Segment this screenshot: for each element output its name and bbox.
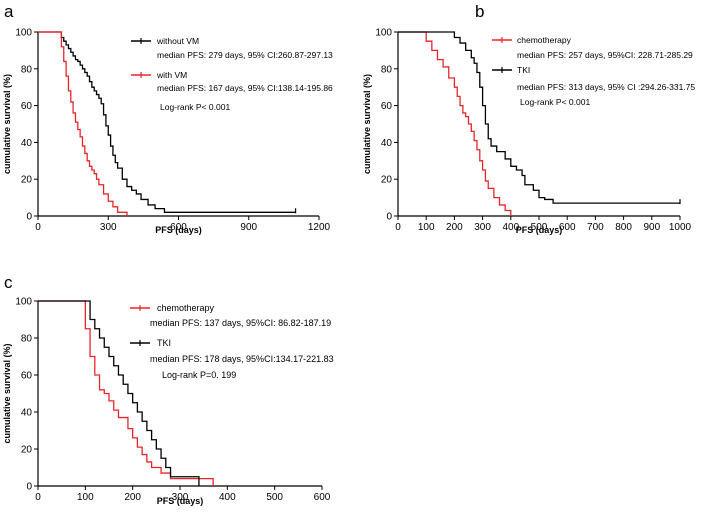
median-pfs-text: median PFS: 137 days, 95%CI: 86.82-187.1…: [150, 318, 331, 328]
x-tick-label: 0: [395, 222, 401, 233]
x-tick-label: 600: [314, 492, 331, 503]
x-tick-label: 600: [559, 222, 576, 233]
y-tick-label: 80: [21, 334, 33, 345]
median-pfs-text: median PFS: 167 days, 95% CI:138.14-195.…: [157, 83, 333, 93]
chart-panel-b: b 0 100 200 300 400 500 600 700 800 900 1000 0 20 40 60…: [362, 2, 695, 235]
x-tick-label: 500: [531, 222, 548, 233]
survival-curve-tki: [398, 31, 680, 204]
x-axis-label: PFS (days): [155, 225, 202, 235]
median-pfs-text: median PFS: 257 days, 95%CI: 228.71-285.…: [517, 50, 693, 60]
log-rank-annotation: Log-rank P< 0.001: [160, 102, 230, 112]
legend-label: chemotherapy: [157, 303, 215, 313]
survival-curve-without-vm: [38, 31, 296, 213]
x-tick-label: 100: [418, 222, 435, 233]
y-tick-label: 60: [21, 101, 33, 112]
y-tick-label: 0: [26, 482, 32, 493]
y-tick-label: 100: [375, 28, 392, 39]
y-tick-label: 20: [21, 175, 33, 186]
y-tick-label: 20: [381, 175, 393, 186]
y-tick-label: 60: [21, 371, 33, 382]
x-tick-label: 1000: [669, 222, 692, 233]
survival-curve-chemotherapy: [398, 31, 512, 216]
x-tick-label: 800: [615, 222, 632, 233]
x-tick-label: 300: [100, 222, 117, 233]
median-pfs-text: median PFS: 279 days, 95% CI:260.87-297.…: [157, 50, 333, 60]
x-tick-label: 300: [172, 492, 189, 503]
x-tick-label: 1200: [308, 222, 331, 233]
y-tick-label: 40: [21, 138, 33, 149]
chart-panel-a: a 0 300 600 900 1200 0 20 40 60 80 100 PFS (days) cum…: [2, 2, 333, 235]
x-tick-label: 900: [240, 222, 257, 233]
y-tick-label: 100: [15, 297, 32, 308]
median-pfs-text: median PFS: 178 days, 95%CI:134.17-221.8…: [150, 354, 334, 364]
y-tick-label: 60: [381, 101, 393, 112]
panel-label: a: [4, 2, 14, 21]
x-tick-label: 900: [643, 222, 660, 233]
legend-label: chemotherapy: [517, 35, 572, 45]
legend-label: with VM: [156, 70, 187, 80]
panel-label: c: [4, 273, 13, 292]
y-tick-label: 20: [21, 445, 33, 456]
survival-curve-chemotherapy: [38, 300, 214, 486]
x-tick-label: 500: [266, 492, 283, 503]
y-tick-label: 0: [26, 212, 32, 223]
y-axis-label: cumulative survival (%): [2, 343, 12, 443]
median-pfs-text: median PFS: 313 days, 95% CI :294.26-331…: [517, 82, 695, 92]
x-tick-label: 300: [474, 222, 491, 233]
survival-curve-tki: [38, 300, 200, 486]
y-tick-label: 100: [15, 28, 32, 39]
x-tick-label: 200: [124, 492, 141, 503]
y-tick-label: 80: [21, 64, 33, 75]
x-tick-label: 200: [446, 222, 463, 233]
x-tick-label: 100: [77, 492, 94, 503]
y-tick-label: 40: [21, 408, 33, 419]
chart-panel-c: c 0 100 200 300 400 500 600 0 20 40 60 80 100 PFS (day…: [2, 273, 334, 506]
panel-label: b: [475, 2, 484, 21]
x-tick-label: 400: [219, 492, 236, 503]
survival-curve-with-vm: [38, 31, 128, 216]
y-axis-label: cumulative survival (%): [2, 74, 12, 174]
x-axis-label: PFS (days): [157, 496, 204, 506]
x-tick-label: 400: [502, 222, 519, 233]
legend-label: without VM: [156, 36, 199, 46]
log-rank-annotation: Log-rank P< 0.001: [520, 97, 590, 107]
y-tick-label: 80: [381, 64, 393, 75]
x-tick-label: 700: [587, 222, 604, 233]
x-tick-label: 0: [35, 222, 41, 233]
legend-label: TKI: [517, 65, 530, 75]
legend-label: TKI: [157, 338, 171, 348]
log-rank-annotation: Log-rank P=0. 199: [162, 370, 236, 380]
y-tick-label: 40: [381, 138, 393, 149]
x-tick-label: 600: [170, 222, 187, 233]
x-tick-label: 0: [35, 492, 41, 503]
y-tick-label: 0: [386, 212, 392, 223]
y-axis-label: cumulative survival (%): [362, 74, 372, 174]
x-axis-label: PFS (days): [516, 225, 563, 235]
